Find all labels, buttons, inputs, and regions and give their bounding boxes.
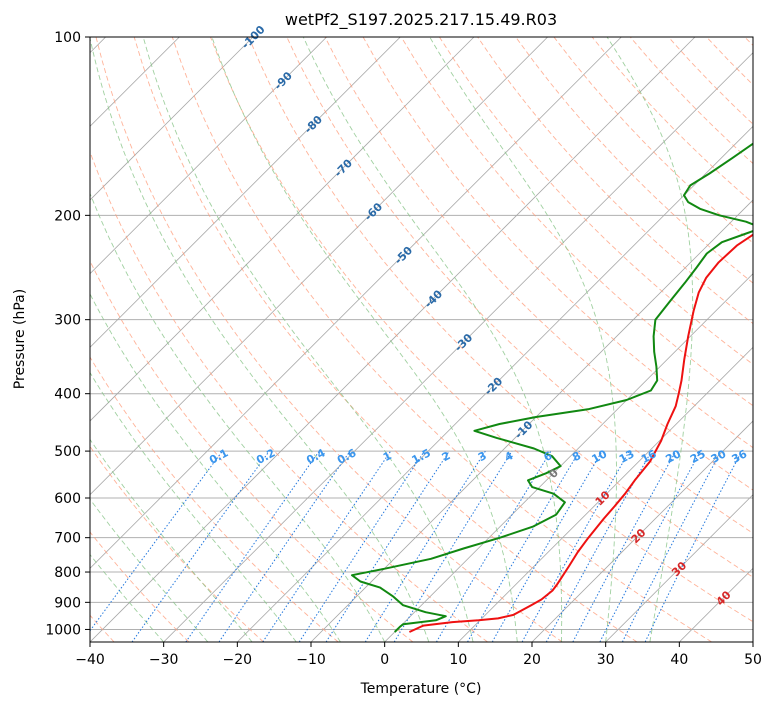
dry-adiabat bbox=[171, 37, 712, 642]
mixing-ratio-line bbox=[644, 450, 743, 642]
dry-adiabat bbox=[90, 356, 339, 642]
moist-adiabat bbox=[606, 37, 694, 642]
background-lines bbox=[90, 37, 753, 642]
moist-adiabat bbox=[302, 37, 563, 642]
x-tick-label: −20 bbox=[223, 652, 253, 668]
moist-adiabat bbox=[429, 37, 617, 642]
mixing-ratio-label: 30 bbox=[709, 447, 729, 466]
dry-adiabat bbox=[90, 150, 488, 642]
x-tick-label: 0 bbox=[380, 652, 389, 668]
mixing-ratio-line bbox=[621, 450, 722, 642]
dry-adiabat bbox=[248, 37, 753, 578]
isotherm-line bbox=[163, 52, 753, 642]
y-tick-label: 200 bbox=[54, 208, 81, 224]
dry-adiabat bbox=[133, 37, 638, 642]
mixing-ratio-line bbox=[521, 450, 630, 642]
mixing-ratio-line bbox=[364, 450, 486, 642]
mixing-ratio-line bbox=[599, 450, 701, 642]
mixing-ratio-line bbox=[393, 450, 513, 642]
dry-adiabat bbox=[90, 531, 190, 642]
dry-adiabat bbox=[400, 37, 753, 407]
mixing-ratio-label: 16 bbox=[639, 447, 659, 466]
dry-adiabat bbox=[439, 37, 753, 365]
isotherm-line bbox=[90, 37, 327, 275]
y-tick-label: 500 bbox=[54, 444, 81, 460]
mixing-ratio-line bbox=[131, 450, 270, 642]
isotherm-line bbox=[90, 37, 401, 348]
isotherm-line bbox=[90, 37, 622, 569]
temperature-profile bbox=[408, 233, 753, 633]
mixing-ratio-label: 20 bbox=[663, 447, 683, 466]
dry-adiabat bbox=[515, 37, 753, 284]
mixing-ratio-label: 13 bbox=[617, 447, 637, 466]
profile-series bbox=[351, 142, 753, 633]
isotherm-line bbox=[237, 125, 753, 642]
mixing-ratio-line bbox=[572, 450, 677, 642]
y-axis-title: Pressure (hPa) bbox=[12, 289, 28, 389]
x-tick-label: 50 bbox=[744, 652, 762, 668]
mixing-ratio-line bbox=[298, 450, 425, 642]
plot-frame bbox=[89, 36, 754, 643]
mixing-ratio-line bbox=[90, 450, 223, 632]
isotherm-line bbox=[90, 37, 475, 422]
y-tick-label: 800 bbox=[54, 565, 81, 581]
x-tick-label: −40 bbox=[75, 652, 105, 668]
mixing-ratio-line bbox=[185, 450, 320, 642]
dry-adiabat bbox=[95, 37, 563, 642]
x-tick-label: 20 bbox=[523, 652, 541, 668]
isotherm-line bbox=[90, 37, 254, 201]
x-tick-label: 10 bbox=[449, 652, 467, 668]
moist-adiabat bbox=[211, 37, 518, 642]
moist-adiabat bbox=[90, 438, 253, 642]
x-tick-label: 30 bbox=[597, 652, 615, 668]
dry-adiabat bbox=[324, 37, 753, 491]
x-tick-label: 40 bbox=[670, 652, 688, 668]
y-tick-label: 400 bbox=[54, 387, 81, 403]
x-tick-label: −30 bbox=[149, 652, 179, 668]
mixing-ratio-label: 25 bbox=[688, 447, 708, 466]
mixing-ratio-line bbox=[435, 450, 552, 642]
y-tick-label: 300 bbox=[54, 313, 81, 329]
x-tick-label: −10 bbox=[296, 652, 326, 668]
dry-adiabat bbox=[210, 37, 753, 623]
mixing-ratio-line bbox=[545, 450, 653, 642]
mixing-ratio-label: 10 bbox=[590, 447, 610, 466]
axes: −40 −30 −20 −10 0 10 20 30 40 50 100 200 300 400 500 60… bbox=[45, 30, 762, 668]
isotherm-line bbox=[458, 346, 753, 642]
y-tick-label: 900 bbox=[54, 595, 81, 611]
chart-title: wetPf2_S197.2025.217.15.49.R03 bbox=[285, 10, 557, 30]
isotherm-line bbox=[531, 420, 753, 642]
dry-adiabat bbox=[90, 259, 414, 642]
mixing-ratio-label: 36 bbox=[730, 447, 750, 466]
y-tick-label: 700 bbox=[54, 531, 81, 547]
mixing-ratio-line bbox=[262, 450, 392, 642]
moist-adiabat bbox=[90, 37, 430, 642]
dewpoint-profile bbox=[351, 142, 753, 633]
x-axis-title: Temperature (°C) bbox=[360, 681, 482, 697]
y-tick-label: 1000 bbox=[45, 622, 81, 638]
moist-adiabat bbox=[90, 292, 341, 642]
mixing-ratio-line bbox=[325, 450, 450, 642]
y-tick-label: 600 bbox=[54, 491, 81, 507]
moist-adiabat bbox=[90, 192, 386, 642]
dry-adiabat bbox=[90, 445, 264, 642]
mixing-ratio-line bbox=[218, 450, 351, 642]
isotherm-line bbox=[90, 37, 696, 642]
moist-adiabat bbox=[142, 37, 474, 642]
isotherm-line bbox=[605, 494, 753, 642]
y-tick-label: 100 bbox=[54, 30, 81, 46]
isotherm-line bbox=[90, 37, 548, 496]
